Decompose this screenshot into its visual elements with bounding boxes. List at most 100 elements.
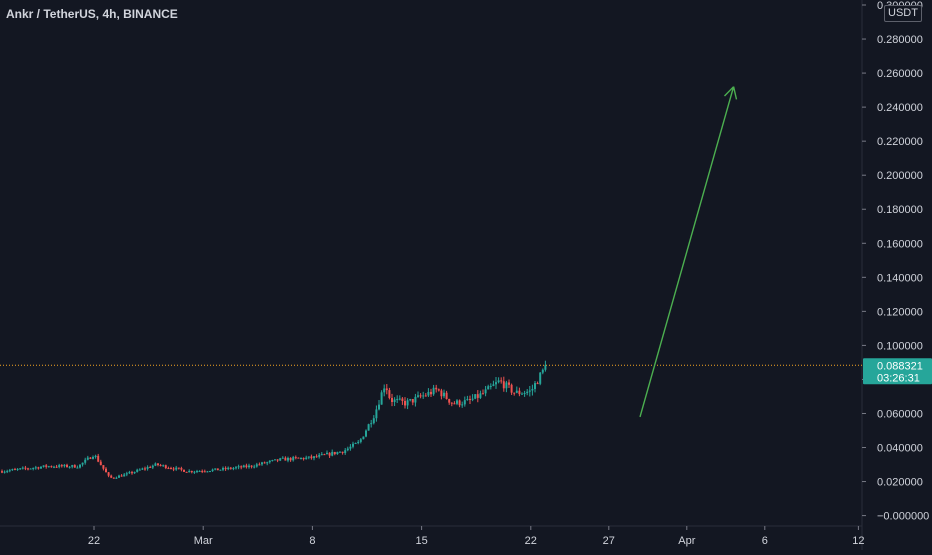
candle-up	[123, 474, 126, 477]
candle-down	[1, 471, 3, 473]
x-tick-label: 6	[762, 535, 768, 547]
candle-up	[151, 465, 154, 468]
candle-up	[40, 466, 42, 469]
trend-arrow-head[interactable]	[732, 86, 738, 100]
candle-down	[450, 402, 453, 404]
candle-up	[349, 446, 352, 449]
trend-arrow-line[interactable]	[639, 86, 735, 418]
countdown-label: 03:26:31	[877, 372, 920, 384]
candle-down	[315, 456, 318, 458]
candle-up	[521, 393, 523, 395]
candle-up	[86, 457, 89, 460]
candle-down	[167, 468, 170, 470]
candle-down	[411, 399, 414, 403]
candle-up	[196, 471, 198, 473]
y-tick-label: 0.140000	[877, 272, 923, 284]
candle-down	[172, 468, 175, 470]
candle-up	[396, 399, 399, 401]
candle-down	[50, 466, 53, 468]
candle-down	[107, 472, 110, 476]
candle-down	[435, 387, 438, 390]
candle-down	[250, 465, 253, 467]
candle-up	[357, 441, 360, 444]
candle-down	[440, 390, 443, 397]
candle-up	[365, 430, 367, 437]
candle-up	[232, 468, 235, 470]
x-tick-label: 22	[525, 535, 537, 547]
candle-down	[297, 457, 300, 459]
candle-up	[206, 471, 209, 473]
candle-up	[489, 385, 492, 387]
candle-down	[37, 467, 40, 469]
y-tick-label: 0.180000	[877, 204, 923, 216]
candle-up	[253, 466, 256, 468]
candle-up	[94, 455, 97, 457]
candle-down	[448, 398, 451, 403]
currency-button[interactable]: USDT	[884, 5, 922, 22]
candle-up	[42, 465, 45, 467]
candle-down	[27, 468, 29, 470]
candle-up	[141, 468, 144, 470]
candle-down	[500, 380, 503, 382]
candle-up	[274, 459, 276, 461]
candle-up	[487, 386, 490, 390]
candle-down	[149, 467, 152, 469]
candle-down	[183, 469, 185, 472]
candle-up	[526, 391, 529, 394]
y-tick-label: 0.260000	[877, 68, 923, 80]
candle-up	[372, 418, 375, 424]
candle-down	[66, 464, 68, 468]
candle-up	[81, 462, 84, 465]
candle-up	[58, 465, 61, 468]
y-tick-label: 0.020000	[877, 477, 923, 489]
candle-down	[201, 470, 204, 472]
trend-arrow-head[interactable]	[723, 86, 735, 97]
candle-up	[359, 439, 362, 442]
candle-up	[76, 467, 79, 469]
candle-up	[456, 400, 458, 404]
candle-up	[474, 394, 477, 399]
candle-down	[430, 391, 432, 395]
candle-up	[443, 392, 445, 397]
candle-up	[492, 384, 495, 386]
last-price-label: 0.088321	[877, 360, 923, 372]
candle-up	[326, 452, 328, 455]
candle-up	[398, 398, 401, 400]
candle-up	[362, 436, 365, 440]
candle-up	[71, 465, 74, 467]
candle-down	[391, 397, 393, 403]
candle-down	[289, 457, 292, 461]
candle-down	[177, 467, 180, 469]
candle-up	[463, 400, 466, 405]
candle-up	[539, 372, 542, 384]
x-tick-label: 15	[415, 535, 427, 547]
y-tick-label: 0.200000	[877, 170, 923, 182]
candle-up	[227, 467, 230, 470]
candle-down	[333, 451, 336, 455]
candle-up	[29, 468, 32, 470]
candle-up	[268, 460, 271, 463]
candle-up	[138, 469, 141, 471]
candle-up	[427, 391, 430, 396]
candle-down	[105, 468, 107, 473]
candle-up	[406, 400, 409, 406]
candle-down	[131, 472, 133, 474]
candle-up	[21, 467, 24, 469]
candle-up	[133, 471, 136, 474]
candle-down	[458, 400, 461, 406]
candle-up	[63, 464, 66, 467]
y-tick-label: −0.000000	[877, 511, 929, 523]
y-tick-label: 0.220000	[877, 136, 923, 148]
candle-up	[393, 399, 396, 403]
candle-up	[11, 469, 14, 471]
candle-up	[125, 473, 128, 475]
candle-up	[523, 393, 526, 395]
candle-up	[414, 396, 417, 403]
candle-down	[385, 388, 388, 391]
candle-down	[502, 381, 505, 389]
candle-down	[240, 466, 243, 468]
candle-down	[437, 389, 440, 391]
candle-down	[14, 469, 16, 471]
